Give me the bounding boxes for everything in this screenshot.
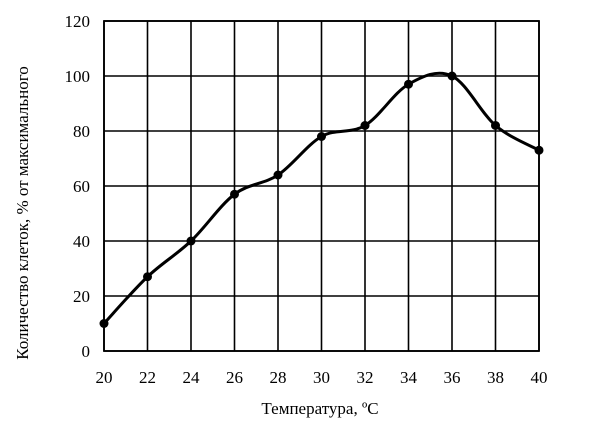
x-tick-label: 26 bbox=[226, 368, 243, 387]
x-tick-label: 38 bbox=[487, 368, 504, 387]
x-tick-label: 22 bbox=[139, 368, 156, 387]
data-point bbox=[447, 71, 457, 81]
data-points bbox=[99, 71, 544, 328]
x-tick-label: 40 bbox=[531, 368, 548, 387]
data-point bbox=[534, 145, 544, 155]
y-tick-labels: 0 20 40 60 80 100 120 bbox=[65, 12, 91, 361]
data-point bbox=[404, 79, 413, 89]
y-axis-title: Количество клеток, % от максимального bbox=[13, 66, 32, 360]
data-point bbox=[143, 272, 152, 282]
data-point bbox=[186, 236, 196, 246]
data-point bbox=[273, 170, 283, 180]
grid bbox=[103, 20, 540, 352]
x-tick-label: 30 bbox=[313, 368, 330, 387]
y-tick-label: 0 bbox=[82, 342, 91, 361]
x-axis-title: Температура, ºС bbox=[261, 399, 378, 418]
y-tick-label: 20 bbox=[73, 287, 90, 306]
y-tick-label: 40 bbox=[73, 232, 90, 251]
x-tick-label: 32 bbox=[357, 368, 374, 387]
y-tick-label: 100 bbox=[65, 67, 91, 86]
y-tick-label: 80 bbox=[73, 122, 90, 141]
x-tick-labels: 20 22 24 26 28 30 32 34 36 38 40 bbox=[96, 368, 548, 387]
plot-frame bbox=[103, 20, 540, 352]
x-tick-label: 36 bbox=[444, 368, 461, 387]
data-point bbox=[99, 319, 109, 328]
data-point bbox=[360, 121, 370, 130]
x-tick-label: 20 bbox=[96, 368, 113, 387]
data-point bbox=[230, 189, 239, 199]
x-tick-label: 24 bbox=[183, 368, 201, 387]
x-tick-label: 28 bbox=[270, 368, 287, 387]
y-tick-label: 60 bbox=[73, 177, 90, 196]
data-point bbox=[317, 132, 326, 141]
data-point bbox=[491, 121, 500, 130]
y-tick-label: 120 bbox=[65, 12, 91, 31]
x-tick-label: 34 bbox=[400, 368, 418, 387]
